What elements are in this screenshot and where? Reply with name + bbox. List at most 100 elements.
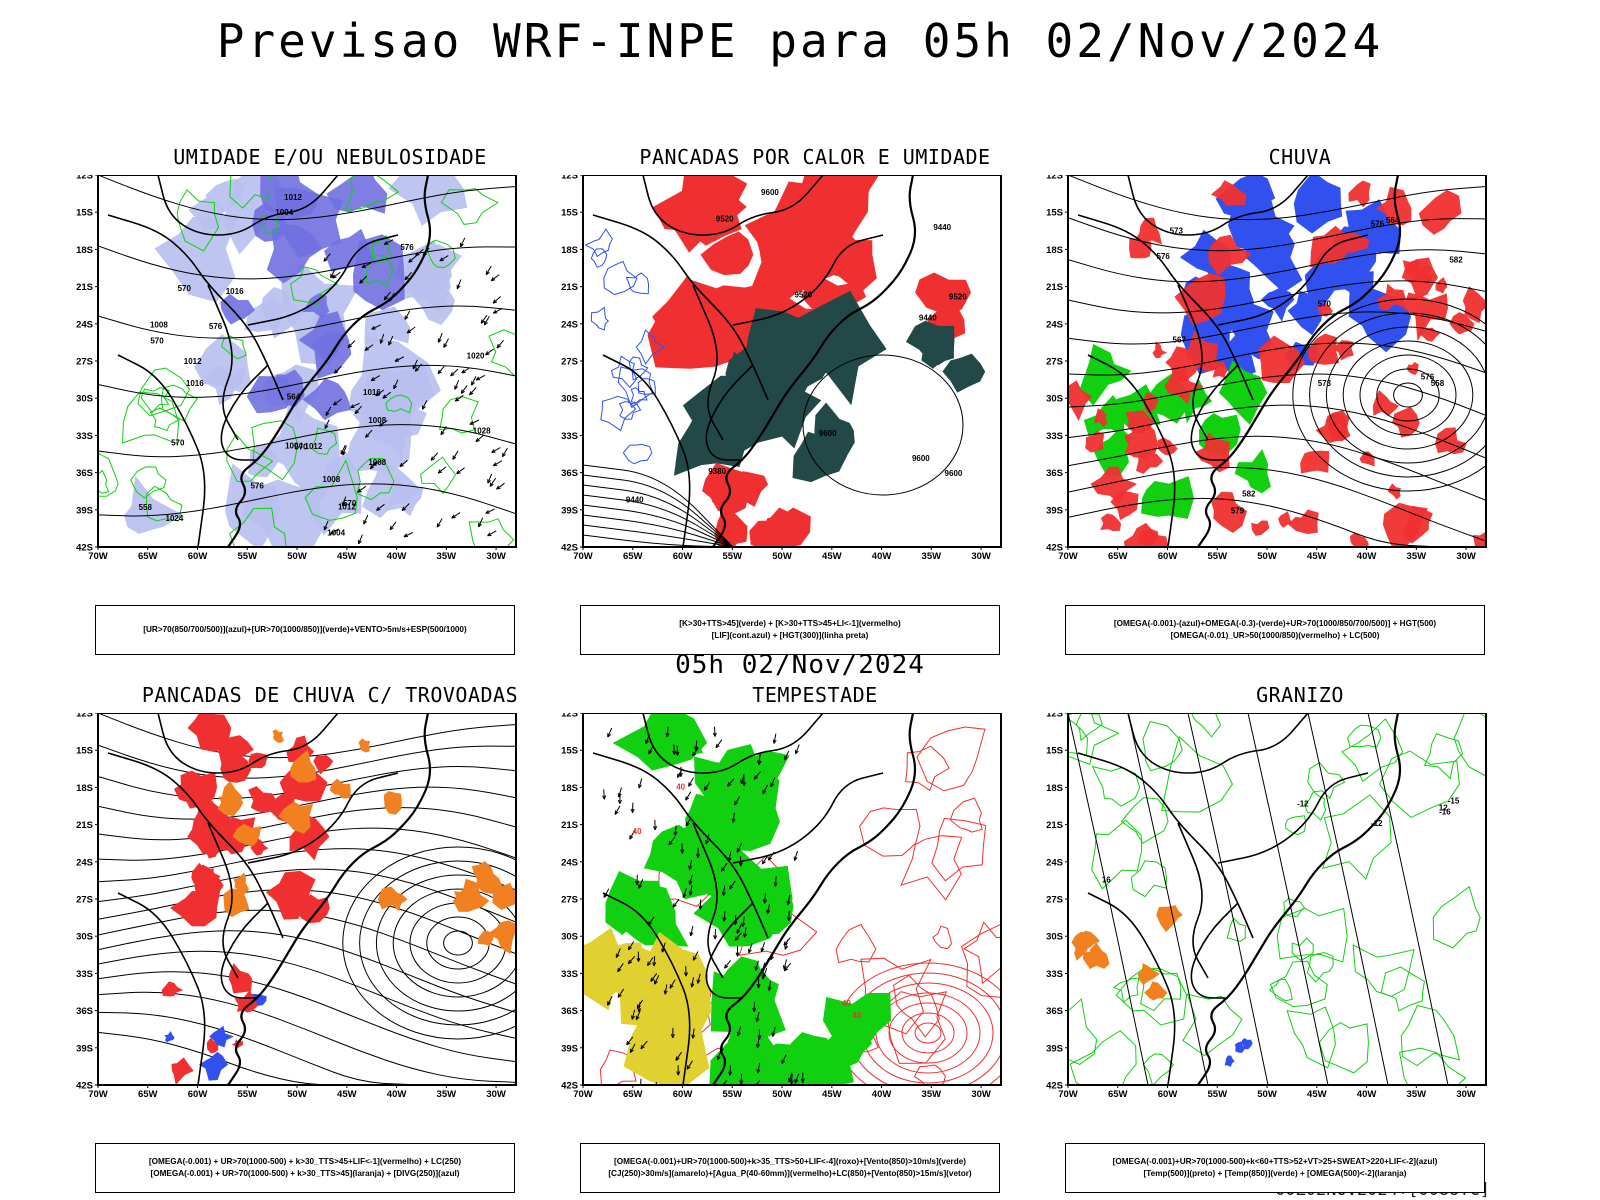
wind-vector (334, 365, 342, 374)
lat-tick-label: 15S (561, 746, 578, 757)
wind-vector (647, 957, 654, 966)
wind-vector (393, 379, 399, 390)
shaded-area (1341, 718, 1404, 783)
wind-vector-head (663, 990, 668, 995)
shaded-area (1380, 966, 1425, 1012)
lon-tick-label: 45W (1307, 1089, 1327, 1100)
wind-vector (480, 314, 488, 324)
lat-tick-label: 36S (1046, 468, 1063, 479)
wind-vector-head (690, 983, 695, 988)
shaded-area (900, 835, 963, 901)
lon-tick-label: 55W (723, 1089, 743, 1100)
contour-label: 570 (178, 284, 192, 293)
rain-area-green (1093, 427, 1132, 477)
legend-box: [OMEGA(-0.001)+UR>70(1000-500)+k>35_TTS>… (580, 1143, 1000, 1193)
wind-vector (618, 787, 622, 798)
wind-vector (439, 255, 449, 262)
wind-vector-head (685, 796, 690, 801)
contour-label: 573 (1318, 379, 1332, 388)
lat-tick-label: 18S (561, 783, 578, 794)
shaded-area (835, 923, 877, 964)
lat-tick-label: 15S (76, 746, 93, 757)
wind-vector-head (480, 319, 485, 324)
streamline-vortex (1342, 340, 1474, 450)
country-border (107, 752, 284, 939)
shaded-area (1307, 762, 1346, 800)
rain-area-blue (1228, 187, 1295, 263)
wind-vector (774, 876, 777, 887)
rain-area-red (1251, 520, 1270, 536)
wind-vector (469, 387, 477, 396)
country-border (117, 354, 206, 547)
wind-vector-head (487, 479, 492, 484)
wind-vector-head (401, 506, 407, 512)
rain-area-red (1258, 335, 1306, 384)
streamline-vortex (342, 846, 516, 1040)
humidity-area (154, 214, 240, 303)
lat-tick-label: 30S (1046, 932, 1063, 943)
wind-850-area (612, 713, 708, 771)
wind-vector-head (454, 385, 459, 390)
wind-vector-head (469, 391, 474, 396)
lat-tick-label: 39S (1046, 505, 1063, 516)
wind-circulation (901, 1012, 955, 1054)
streamline (98, 807, 516, 841)
country-border (1217, 772, 1369, 864)
shaded-area (599, 1049, 637, 1085)
wind-850-area (671, 807, 759, 901)
lon-tick-label: 70W (88, 1089, 108, 1100)
streamline-vortex (1309, 312, 1486, 478)
shower-area (272, 729, 285, 743)
lat-tick-label: 30S (76, 394, 93, 405)
contour-label: -16 (1439, 807, 1451, 816)
cloud-area (310, 330, 343, 360)
wind-vector-head (323, 526, 328, 531)
contour-label: 1016 (226, 287, 244, 296)
height-contour (583, 534, 734, 547)
wind-vector (408, 255, 417, 263)
country-border (207, 822, 239, 979)
shaded-area (949, 797, 983, 833)
wind-vector (483, 316, 490, 326)
wind-vector-head (501, 452, 506, 458)
wind-vector (443, 338, 449, 348)
wind-vector-head (370, 377, 376, 382)
wind-vector-head (646, 961, 652, 967)
wind-vector-head (675, 751, 680, 756)
streamline (1068, 466, 1486, 542)
lat-tick-label: 30S (76, 932, 93, 943)
wind-vector-head (602, 795, 607, 800)
country-border (642, 713, 824, 774)
shaded-area (590, 306, 610, 331)
wind-vector-head (705, 840, 710, 845)
wind-vector (636, 999, 644, 1009)
wind-vector (787, 894, 791, 905)
wind-vector-head (650, 977, 655, 982)
contour-label: 40 (842, 999, 851, 1008)
wind-vector-head (672, 903, 677, 908)
wind-vector (638, 778, 643, 789)
lat-tick-label: 36S (76, 1006, 93, 1017)
country-border (1127, 175, 1309, 236)
contour-label: 570 (343, 499, 357, 508)
wind-vector-head (323, 257, 328, 262)
thunderstorm-area (209, 827, 235, 851)
legend-box: [OMEGA(-0.001) + UR>70(1000-500) + k>30_… (95, 1143, 515, 1193)
lat-tick-label: 42S (1046, 1081, 1063, 1092)
country-border (1217, 234, 1369, 326)
wind-vector-head (454, 397, 460, 402)
shower-area (217, 786, 244, 817)
map-background (1068, 713, 1486, 1085)
wind-vector-head (490, 276, 496, 282)
wind-vector (471, 375, 477, 386)
shaded-area (149, 407, 181, 432)
wind-vector (756, 1037, 760, 1049)
contour-label: 9440 (933, 223, 951, 232)
wind-vector (688, 777, 694, 787)
shaded-area (628, 356, 649, 381)
wind-vector-head (754, 966, 759, 971)
lat-tick-label: 33S (1046, 969, 1063, 980)
wind-vector (615, 948, 621, 958)
wind-vector-head (359, 279, 364, 284)
